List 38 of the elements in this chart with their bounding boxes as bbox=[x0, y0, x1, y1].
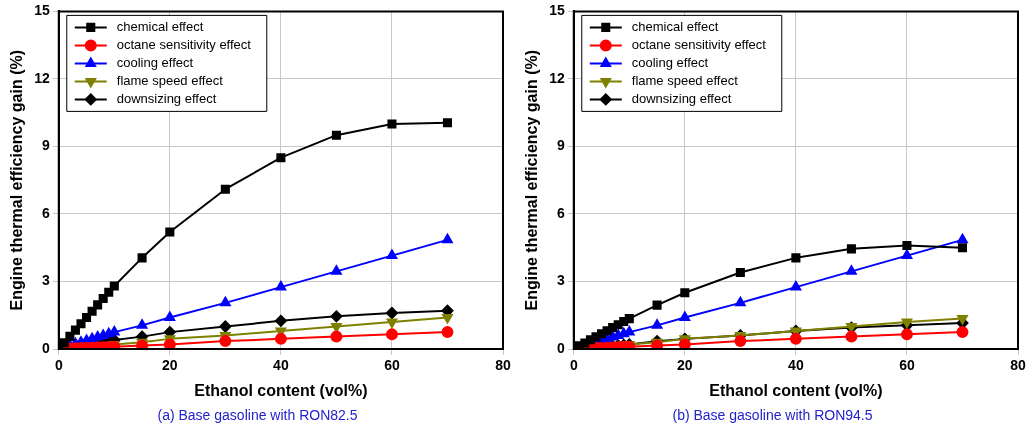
y-tick-label: 9 bbox=[41, 137, 50, 154]
x-axis-title: Ethanol content (vol%) bbox=[194, 381, 368, 399]
x-tick-label: 80 bbox=[1010, 357, 1026, 374]
x-tick-label: 80 bbox=[495, 357, 511, 374]
y-tick-label: 9 bbox=[556, 137, 565, 154]
legend-label: flame speed effect bbox=[116, 72, 224, 88]
legend-label: cooling effect bbox=[631, 54, 709, 70]
y-tick-label: 3 bbox=[556, 272, 565, 289]
x-axis-title: Ethanol content (vol%) bbox=[709, 381, 883, 399]
text: (b) Base gasoline with RON94.5 bbox=[672, 407, 873, 425]
x-tick-label: 0 bbox=[54, 357, 63, 374]
x-tick-label: 60 bbox=[899, 357, 915, 374]
x-tick-label: 20 bbox=[677, 357, 693, 374]
y-tick-label: 3 bbox=[41, 272, 50, 289]
y-axis-title: Engine thermal efficiency gain (%) bbox=[8, 49, 26, 311]
x-tick-label: 20 bbox=[162, 357, 178, 374]
x-tick-label: 0 bbox=[569, 357, 578, 374]
y-tick-label: 12 bbox=[549, 69, 565, 86]
legend-label: chemical effect bbox=[631, 18, 719, 34]
legend-label: downsizing effect bbox=[116, 90, 217, 106]
legend-label: octane sensitivity effect bbox=[631, 36, 767, 52]
y-tick-label: 0 bbox=[556, 339, 565, 356]
legend-label: downsizing effect bbox=[631, 90, 732, 106]
legend-label: chemical effect bbox=[116, 18, 204, 34]
y-tick-label: 15 bbox=[549, 2, 565, 19]
x-tick-label: 40 bbox=[788, 357, 804, 374]
x-tick-label: 40 bbox=[273, 357, 289, 374]
text: (a) Base gasoline with RON82.5 bbox=[157, 407, 358, 425]
y-axis-title: Engine thermal efficiency gain (%) bbox=[523, 49, 541, 311]
y-tick-label: 15 bbox=[34, 2, 50, 19]
legend-label: flame speed effect bbox=[631, 72, 739, 88]
legend-label: octane sensitivity effect bbox=[116, 36, 252, 52]
x-tick-label: 60 bbox=[384, 357, 400, 374]
y-tick-label: 6 bbox=[556, 204, 565, 221]
legend-label: cooling effect bbox=[116, 54, 194, 70]
y-tick-label: 0 bbox=[41, 339, 50, 356]
y-tick-label: 12 bbox=[34, 69, 50, 86]
y-tick-label: 6 bbox=[41, 204, 50, 221]
